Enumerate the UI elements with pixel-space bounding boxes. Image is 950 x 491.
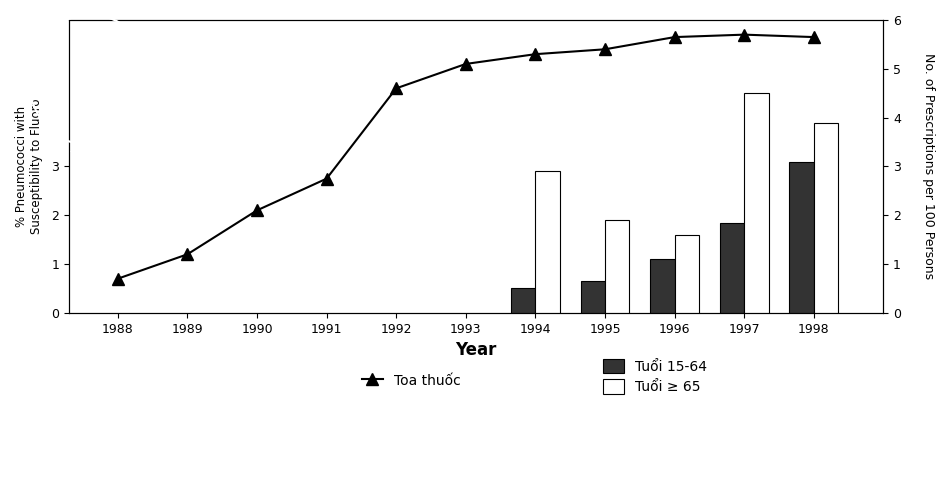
Bar xyxy=(605,220,630,313)
Y-axis label: No. of Prescriptions per 100 Persons: No. of Prescriptions per 100 Persons xyxy=(922,54,935,279)
Bar xyxy=(674,235,699,313)
Bar xyxy=(650,259,674,313)
Bar xyxy=(511,288,536,313)
Bar xyxy=(814,122,838,313)
Text: +: + xyxy=(78,65,103,95)
Text: Dược sĩ Lưu Văn Hoàng: Dược sĩ Lưu Văn Hoàng xyxy=(54,11,126,17)
Text: Uy Tin - Tận Tâm: Uy Tin - Tận Tâm xyxy=(58,151,123,160)
Y-axis label: % Pneumococci with
Susceptibility to Fluoro: % Pneumococci with Susceptibility to Flu… xyxy=(15,99,43,234)
Bar xyxy=(580,281,605,313)
Bar xyxy=(744,93,769,313)
X-axis label: Year: Year xyxy=(456,341,497,359)
Legend: Tuổi 15-64, Tuổi ≥ 65: Tuổi 15-64, Tuổi ≥ 65 xyxy=(598,354,712,400)
Bar xyxy=(720,222,744,313)
Bar xyxy=(789,162,814,313)
Bar xyxy=(536,171,560,313)
